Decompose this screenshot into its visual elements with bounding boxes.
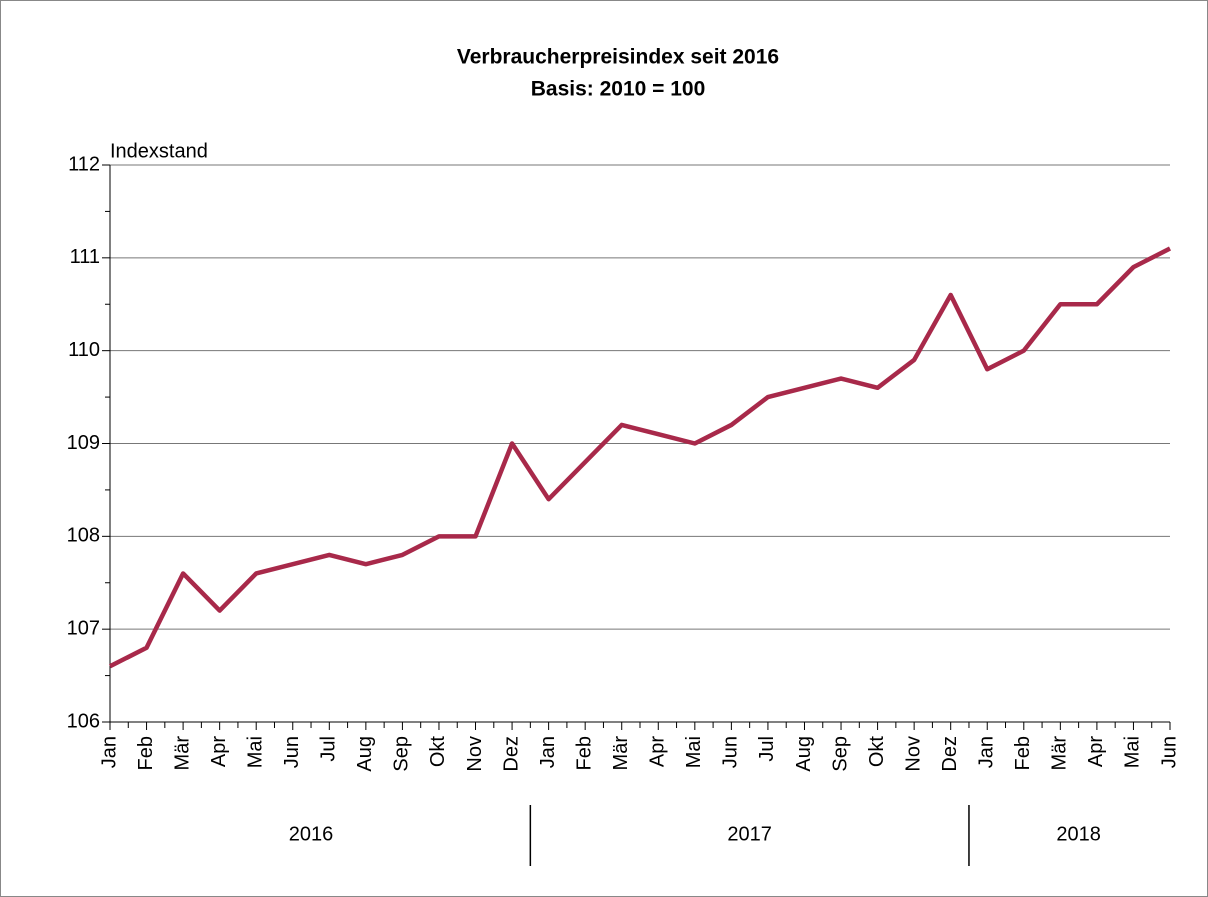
y-tick-label: 106 xyxy=(67,710,100,732)
y-tick-label: 109 xyxy=(67,432,100,454)
x-tick-label: Jun xyxy=(720,736,742,768)
x-tick-label: Mai xyxy=(683,736,705,768)
x-tick-label: Jul xyxy=(756,736,778,762)
x-tick-label: Sep xyxy=(829,736,851,772)
x-tick-label: Jan xyxy=(976,736,998,768)
x-tick-label: Jun xyxy=(281,736,303,768)
y-tick-label: 111 xyxy=(70,246,100,268)
x-tick-label: Nov xyxy=(464,736,486,772)
x-tick-label: Mär xyxy=(610,736,632,771)
chart-title: Verbraucherpreisindex seit 2016 xyxy=(457,46,779,69)
x-tick-label: Mär xyxy=(171,736,193,771)
x-tick-label: Mai xyxy=(244,736,266,768)
x-tick-label: Dez xyxy=(500,736,522,772)
x-tick-label: Aug xyxy=(354,736,376,772)
year-label: 2018 xyxy=(1056,823,1101,845)
x-tick-label: Nov xyxy=(902,736,924,772)
x-tick-label: Apr xyxy=(647,736,669,767)
chart-subtitle: Basis: 2010 = 100 xyxy=(531,78,706,101)
x-tick-label: Okt xyxy=(427,736,449,768)
x-tick-label: Jul xyxy=(318,736,340,762)
x-tick-label: Jan xyxy=(98,736,120,768)
x-tick-label: Aug xyxy=(793,736,815,772)
x-tick-label: Mär xyxy=(1049,736,1071,771)
data-line xyxy=(108,246,1172,669)
y-tick-label: 110 xyxy=(68,339,100,361)
x-tick-label: Okt xyxy=(866,736,888,768)
x-tick-label: Feb xyxy=(573,736,595,770)
x-tick-label: Jan xyxy=(537,736,559,768)
x-tick-label: Feb xyxy=(1012,736,1034,770)
x-tick-label: Apr xyxy=(208,736,230,767)
y-axis-label: Indexstand xyxy=(110,140,208,162)
x-tick-label: Mai xyxy=(1122,736,1144,768)
year-label: 2017 xyxy=(727,823,772,845)
x-tick-label: Apr xyxy=(1085,736,1107,767)
x-tick-label: Sep xyxy=(391,736,413,772)
y-tick-label: 112 xyxy=(68,153,100,175)
x-tick-label: Dez xyxy=(939,736,961,772)
y-tick-label: 107 xyxy=(67,617,100,639)
x-tick-label: Jun xyxy=(1158,736,1180,768)
y-tick-label: 108 xyxy=(67,525,100,547)
x-tick-label: Feb xyxy=(135,736,157,770)
year-label: 2016 xyxy=(289,823,334,845)
